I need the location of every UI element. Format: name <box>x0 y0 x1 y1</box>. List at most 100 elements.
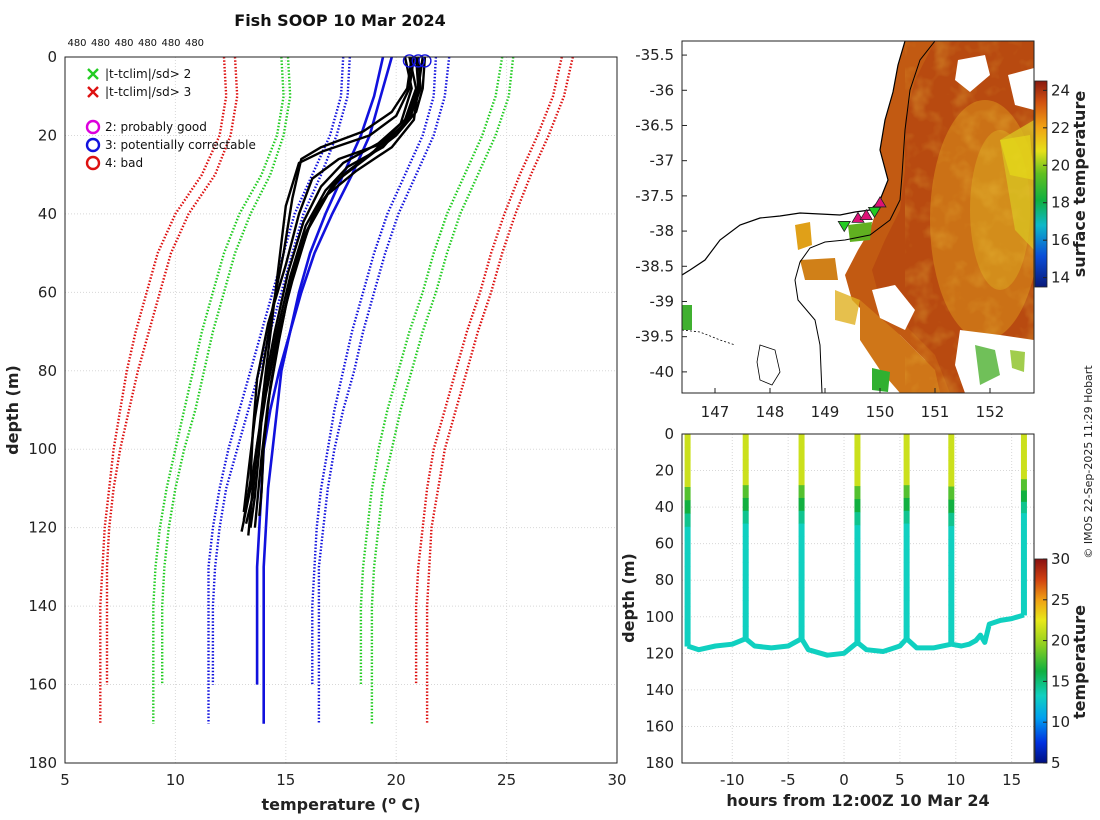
cast-marker <box>873 196 887 208</box>
cast-segment <box>948 473 955 488</box>
cast-segment <box>742 523 749 537</box>
cast-segment <box>1020 445 1027 458</box>
cast-segment <box>854 473 861 487</box>
map-colorbar-tick-label: 14 <box>1051 269 1070 287</box>
section-data <box>684 434 1027 658</box>
cast-segment <box>742 574 749 589</box>
section-colorbar-label: temperature <box>1070 605 1089 719</box>
cast-segment <box>854 616 861 630</box>
climatology-blue-outer-left <box>207 56 345 724</box>
cast-segment <box>948 486 955 501</box>
cast-segment <box>1020 513 1027 525</box>
section-colorbar-ticks: 5 10 15 20 25 30 <box>1043 550 1070 772</box>
qc-flag-marker <box>411 54 425 68</box>
top-count-label: 480 <box>138 38 157 49</box>
cast-segment <box>948 604 955 619</box>
cast-segment <box>798 549 805 563</box>
section-x-tick-label: 0 <box>839 771 849 789</box>
blue-profile-1 <box>262 56 385 724</box>
climatology-green-outer-right <box>370 56 515 724</box>
cast-segment <box>854 486 861 500</box>
cast-segment <box>1020 592 1027 605</box>
cast-segment <box>742 510 749 525</box>
cast-segment <box>903 574 910 589</box>
y-ticks: 0 20 40 60 80 100 120 140 160 180 <box>28 48 57 772</box>
cast-segment <box>948 631 955 645</box>
cast-segment <box>854 512 861 526</box>
y-tick-label: 40 <box>38 205 57 223</box>
cast-segment <box>903 497 910 512</box>
cast-segment <box>684 606 691 621</box>
cast-segment <box>903 549 910 563</box>
legend-label: 4: bad <box>105 156 143 170</box>
cast-segment <box>903 561 910 576</box>
cast-segment <box>684 593 691 607</box>
legend-x-marker <box>87 86 99 98</box>
cast-segment <box>854 499 861 513</box>
top-count-label: 480 <box>91 38 110 49</box>
map-colorbar <box>1034 80 1048 288</box>
map-colorbar-tick-label: 24 <box>1051 81 1070 99</box>
y-tick-label: 100 <box>28 440 57 458</box>
section-x-tick-label: 10 <box>946 771 965 789</box>
map-y-tick-label: -35.5 <box>635 46 674 64</box>
cast-segment <box>798 485 805 499</box>
y-tick-label: 140 <box>28 597 57 615</box>
x-tick-label: 30 <box>607 771 626 789</box>
cast-markers <box>837 196 887 233</box>
climatology-lines <box>99 56 574 724</box>
cast-segment <box>948 539 955 553</box>
cast-segment <box>798 510 805 525</box>
cast-segment <box>948 447 955 461</box>
section-colorbar-tick-label: 20 <box>1051 632 1070 650</box>
blue-profile-2 <box>255 56 394 685</box>
x-tick-label: 15 <box>276 771 295 789</box>
grid <box>64 56 618 764</box>
blue-profiles <box>255 56 394 724</box>
map-x-tick-label: 147 <box>701 403 730 421</box>
legend-label: |t-tclim|/sd> 3 <box>105 85 191 99</box>
cast-segment <box>903 510 910 525</box>
y-tick-label: 20 <box>38 126 57 144</box>
climatology-red-outer-right <box>425 56 574 724</box>
cast-segment <box>684 566 691 581</box>
black-profile-6 <box>258 56 427 517</box>
x-tick-label: 5 <box>60 771 70 789</box>
x-tick-label: 25 <box>497 771 516 789</box>
cast-segment <box>854 434 861 448</box>
map-colorbar-tick-label: 16 <box>1051 231 1070 249</box>
cast-segment <box>742 587 749 601</box>
black-profiles <box>240 56 427 536</box>
cast-segment <box>684 500 691 515</box>
section-x-tick-label: 15 <box>1002 771 1021 789</box>
legend: |t-tclim|/sd> 2 |t-tclim|/sd> 3 2: probabl… <box>85 67 256 171</box>
cast-segment <box>948 565 955 580</box>
cast-segment <box>742 472 749 486</box>
cast-segment <box>684 447 691 462</box>
cast-segment <box>1020 490 1027 503</box>
cast-segment <box>798 523 805 537</box>
cast-segment <box>854 538 861 552</box>
qc-flag-marker <box>418 54 432 68</box>
cast-segment <box>903 523 910 537</box>
cast-segment <box>854 551 861 565</box>
cast-segment <box>684 619 691 634</box>
qc-flags <box>402 54 432 68</box>
climatology-blue-outer-right <box>317 56 451 724</box>
cast-segment <box>798 497 805 512</box>
cast-segment <box>948 591 955 606</box>
cast-segment <box>1020 479 1027 492</box>
cast-segment <box>854 460 861 474</box>
cast-segment <box>903 485 910 499</box>
cast-segment <box>684 526 691 541</box>
map-colorbar-ticks: 14 16 18 20 22 24 <box>1043 81 1070 287</box>
cast-segment <box>1020 456 1027 469</box>
section-colorbar-tick-label: 25 <box>1051 591 1070 609</box>
section-y-tick-label: 80 <box>655 571 674 589</box>
cast-segment <box>684 487 691 501</box>
map-x-tick-label: 150 <box>866 403 895 421</box>
cast-segment <box>798 600 805 614</box>
cast-segment <box>1020 547 1027 559</box>
black-profile-1 <box>249 56 418 528</box>
cast-segment <box>903 587 910 601</box>
